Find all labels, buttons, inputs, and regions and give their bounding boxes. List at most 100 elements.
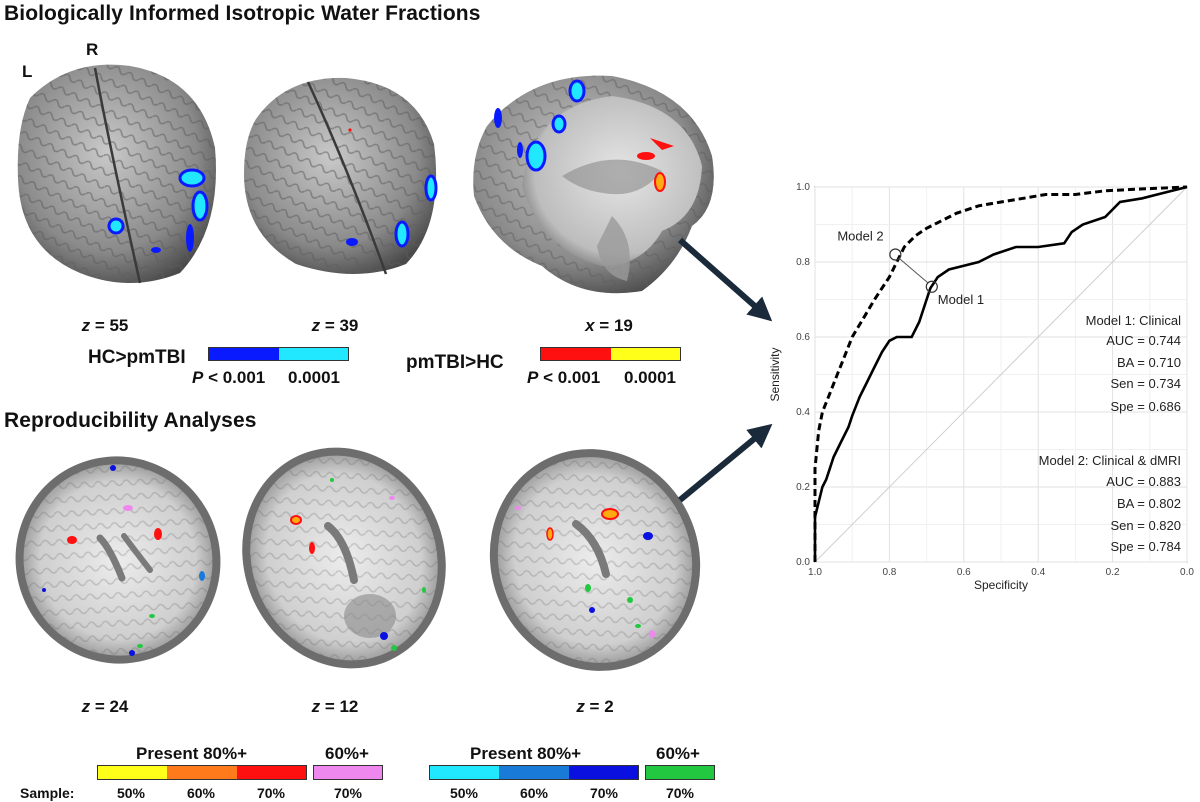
model2-sen: Sen = 0.820 bbox=[1111, 518, 1181, 533]
section-title-isotropic: Biologically Informed Isotropic Water Fr… bbox=[4, 2, 481, 25]
slice-axis: z bbox=[311, 697, 321, 716]
y-tick-label: 1.0 bbox=[796, 182, 810, 193]
cool-pct-60: 60% bbox=[519, 785, 549, 801]
slice-axis: z bbox=[81, 316, 91, 335]
warm-sixty-label: 60%+ bbox=[325, 744, 369, 763]
slice-value: 19 bbox=[613, 316, 633, 335]
model2-spe: Spe = 0.784 bbox=[1111, 539, 1181, 554]
warm-present-label: Present 80%+ bbox=[136, 744, 248, 763]
slice-label-x19: x = 19 bbox=[585, 316, 633, 335]
operating-point-marker bbox=[889, 248, 902, 261]
model2-auc: AUC = 0.883 bbox=[1106, 474, 1181, 489]
orientation-right-label: R bbox=[86, 40, 99, 59]
p-low-value: < 0.001 bbox=[203, 368, 266, 387]
arrow-to-roc-upper bbox=[678, 237, 773, 322]
cool-present-colorbar bbox=[429, 765, 639, 780]
model1-title: Model 1: Clinical bbox=[1086, 313, 1181, 328]
slice-axis: z bbox=[576, 697, 585, 716]
slice-label-z55: z = 55 bbox=[81, 316, 129, 335]
warm-sixty-pct-70: 70% bbox=[333, 785, 363, 801]
p-threshold-high: 0.0001 bbox=[288, 368, 340, 387]
colorbar-segment bbox=[499, 766, 569, 779]
slice-axis: x bbox=[585, 316, 595, 335]
x-tick-label: 0.2 bbox=[1106, 567, 1120, 578]
p-threshold-low: P < 0.001 bbox=[192, 368, 265, 388]
arrow-connectors bbox=[678, 237, 773, 503]
pmtbi-gt-hc-label: pmTBI>HC bbox=[406, 352, 504, 373]
cool-sixty-colorbar bbox=[645, 765, 715, 780]
y-tick-label: 0.4 bbox=[796, 407, 810, 418]
warm-pct-70: 70% bbox=[256, 785, 286, 801]
roc-points-of-interest: Model 2 Model 1 bbox=[837, 229, 984, 307]
colorbar-segment bbox=[98, 766, 168, 779]
p-symbol: P bbox=[192, 368, 204, 387]
colorbar-segment bbox=[236, 766, 306, 779]
colorbar-segment bbox=[314, 766, 382, 779]
x-tick-label: 0.4 bbox=[1031, 567, 1045, 578]
roc-curve-model1 bbox=[813, 185, 1188, 562]
warm-pct-50: 50% bbox=[116, 785, 146, 801]
brain-surface-z55-image bbox=[17, 64, 216, 284]
pmtbi-gt-hc-colorbar bbox=[540, 347, 681, 361]
orientation-left-label: L bbox=[22, 62, 33, 81]
y-tick-label: 0.8 bbox=[796, 257, 810, 268]
hc-gt-pmtbi-colorbar bbox=[208, 347, 349, 361]
model2-ba: BA = 0.802 bbox=[1117, 496, 1181, 511]
model1-auc: AUC = 0.744 bbox=[1106, 333, 1181, 348]
y-tick-label: 0.6 bbox=[796, 332, 810, 343]
y-tick-label: 0.2 bbox=[796, 482, 810, 493]
p-threshold-high: 0.0001 bbox=[624, 368, 676, 387]
model1-sen: Sen = 0.734 bbox=[1111, 376, 1181, 391]
cool-pct-50: 50% bbox=[449, 785, 479, 801]
operating-point-label: Model 2 bbox=[837, 229, 883, 244]
roc-diagonal-reference bbox=[814, 186, 1188, 563]
p-symbol: P bbox=[527, 368, 539, 387]
model1-ba: BA = 0.710 bbox=[1117, 355, 1181, 370]
slice-value: 39 bbox=[339, 316, 359, 335]
roc-ticks: 1.0 0.8 0.6 0.4 0.2 0.0 0.0 0.2 0.4 0.6 0.8 1.0 bbox=[796, 182, 1194, 578]
colorbar-segment bbox=[646, 766, 714, 779]
colorbar-segment bbox=[430, 766, 500, 779]
warm-present-colorbar bbox=[97, 765, 307, 780]
slice-axis: z bbox=[81, 697, 91, 716]
colorbar-segment bbox=[541, 348, 611, 360]
cool-pct-70: 70% bbox=[589, 785, 619, 801]
warm-sixty-colorbar bbox=[313, 765, 383, 780]
slice-label-z24: z = 24 bbox=[81, 697, 129, 716]
arrow-to-roc-lower bbox=[678, 423, 773, 503]
hc-gt-pmtbi-label: HC>pmTBI bbox=[88, 347, 186, 368]
cool-sixty-label: 60%+ bbox=[656, 744, 700, 763]
warm-pct-60: 60% bbox=[186, 785, 216, 801]
model1-spe: Spe = 0.686 bbox=[1111, 399, 1181, 414]
slice-label-z12: z = 12 bbox=[311, 697, 359, 716]
roc-curve-model2 bbox=[813, 185, 1188, 562]
colorbar-segment bbox=[610, 348, 680, 360]
slice-value: 12 bbox=[339, 697, 359, 716]
sample-label: Sample: bbox=[20, 785, 75, 801]
roc-chart: 1.0 0.8 0.6 0.4 0.2 0.0 0.0 0.2 0.4 0.6 0.8 1.0 Mod… bbox=[768, 182, 1194, 592]
cool-sixty-pct-70: 70% bbox=[665, 785, 695, 801]
roc-y-axis-title: Sensitivity bbox=[768, 347, 782, 401]
slice-label-z2: z = 2 bbox=[576, 697, 614, 716]
colorbar-segment bbox=[568, 766, 638, 779]
colorbar-segment bbox=[167, 766, 237, 779]
colorbar-segment bbox=[278, 348, 348, 360]
brain-axial-z12-image bbox=[242, 447, 446, 669]
y-tick-label: 0.0 bbox=[796, 557, 810, 568]
p-low-value: < 0.001 bbox=[538, 368, 601, 387]
slice-axis: z bbox=[311, 316, 321, 335]
x-tick-label: 1.0 bbox=[808, 567, 822, 578]
roc-annotations: Model 1: Clinical AUC = 0.744 BA = 0.710… bbox=[1039, 313, 1181, 554]
brain-surface-z39-image bbox=[244, 77, 438, 275]
brain-axial-z24-image bbox=[15, 456, 221, 664]
slice-value: 24 bbox=[109, 697, 129, 716]
operating-point-label: Model 1 bbox=[938, 292, 984, 307]
brain-sagittal-x19-image bbox=[473, 75, 714, 294]
slice-value: 55 bbox=[109, 316, 129, 335]
roc-x-axis-title: Specificity bbox=[974, 578, 1028, 592]
roc-grid bbox=[814, 186, 1188, 563]
cool-present-label: Present 80%+ bbox=[470, 744, 582, 763]
slice-value: 2 bbox=[604, 697, 614, 716]
colorbar-segment bbox=[209, 348, 279, 360]
p-threshold-low: P < 0.001 bbox=[527, 368, 600, 388]
